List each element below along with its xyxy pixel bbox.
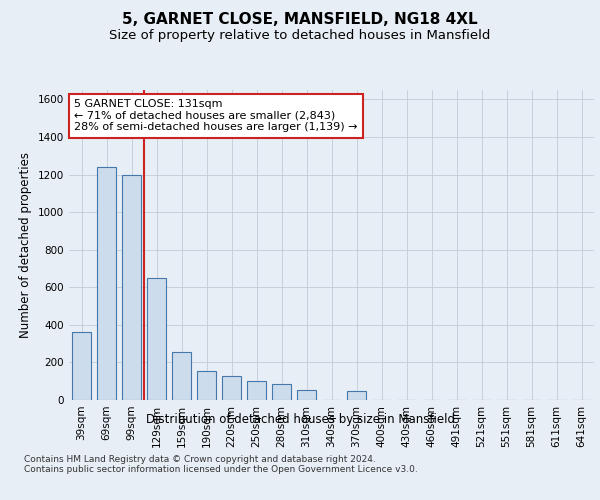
Bar <box>347 390 366 400</box>
Text: Size of property relative to detached houses in Mansfield: Size of property relative to detached ho… <box>109 29 491 42</box>
Bar <box>122 174 141 400</box>
Bar <box>97 167 116 400</box>
Bar <box>272 384 291 400</box>
Text: Contains HM Land Registry data © Crown copyright and database right 2024.
Contai: Contains HM Land Registry data © Crown c… <box>24 455 418 474</box>
Bar <box>297 390 316 400</box>
Y-axis label: Number of detached properties: Number of detached properties <box>19 152 32 338</box>
Bar <box>222 376 241 400</box>
Text: 5 GARNET CLOSE: 131sqm
← 71% of detached houses are smaller (2,843)
28% of semi-: 5 GARNET CLOSE: 131sqm ← 71% of detached… <box>74 100 358 132</box>
Text: 5, GARNET CLOSE, MANSFIELD, NG18 4XL: 5, GARNET CLOSE, MANSFIELD, NG18 4XL <box>122 12 478 28</box>
Bar <box>247 381 266 400</box>
Text: Distribution of detached houses by size in Mansfield: Distribution of detached houses by size … <box>146 412 455 426</box>
Bar <box>197 371 216 400</box>
Bar <box>147 278 166 400</box>
Bar <box>172 352 191 400</box>
Bar <box>72 332 91 400</box>
